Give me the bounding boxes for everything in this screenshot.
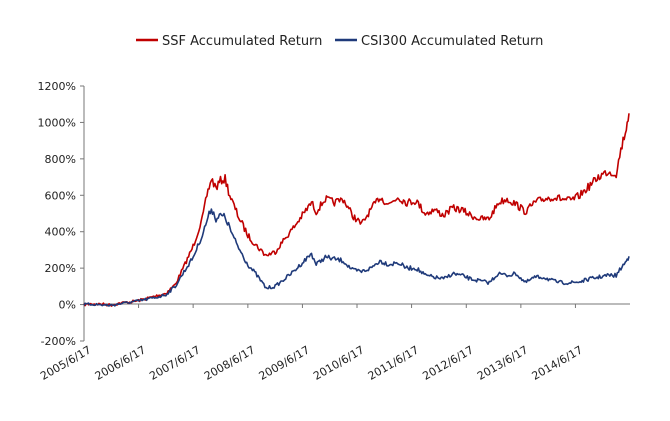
x-tick-label: 2011/6/17 (366, 343, 421, 382)
x-tick-label: 2010/6/17 (311, 343, 366, 382)
x-tick-label: 2013/6/17 (475, 343, 530, 382)
y-tick-label: -200% (41, 335, 76, 348)
chart-series (83, 113, 630, 307)
y-tick-label: 600% (45, 189, 76, 202)
x-tick-label: 2006/6/17 (93, 343, 148, 382)
x-tick-label: 2012/6/17 (420, 343, 475, 382)
x-tick-label: 2005/6/17 (38, 343, 93, 382)
legend: SSF Accumulated Return CSI300 Accumulated… (136, 34, 543, 49)
y-tick-label: 400% (45, 226, 76, 239)
x-tick-label: 2009/6/17 (257, 343, 312, 382)
series-line-csi300 (83, 208, 630, 307)
x-tick-label: 2014/6/17 (530, 343, 585, 382)
x-tick-label: 2008/6/17 (202, 343, 257, 382)
legend-label-csi300: CSI300 Accumulated Return (361, 34, 543, 49)
x-tick-label: 2007/6/17 (147, 343, 202, 382)
y-tick-label: 1000% (38, 116, 76, 129)
series-line-ssf (83, 113, 630, 307)
y-tick-label: 1200% (38, 80, 76, 93)
chart-axes: -200% 0% 200% 400% 600% 800% 1000% 1200% 2005/6/… (38, 80, 630, 383)
legend-label-ssf: SSF Accumulated Return (162, 34, 322, 49)
y-tick-label: 200% (45, 262, 76, 275)
y-tick-label: 800% (45, 153, 76, 166)
y-tick-label: 0% (59, 299, 76, 312)
